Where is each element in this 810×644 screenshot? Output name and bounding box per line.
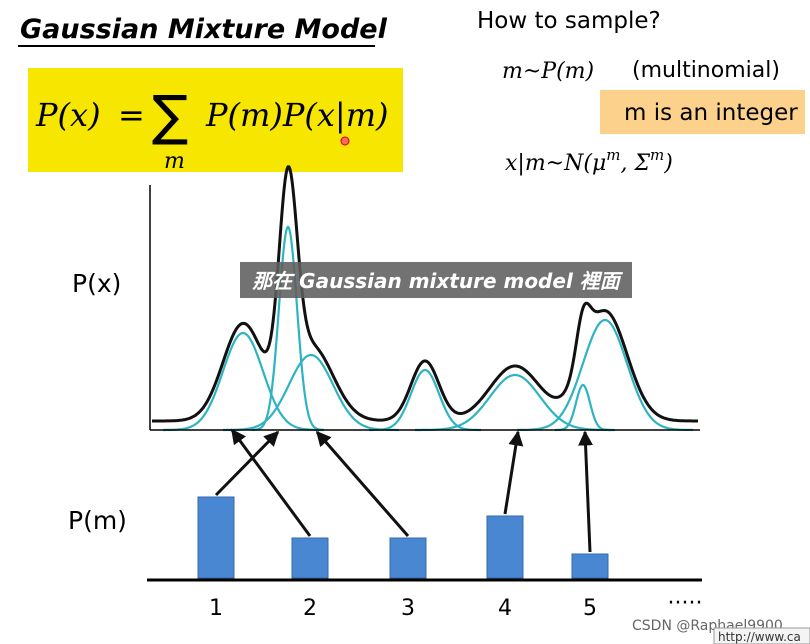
component-curve xyxy=(252,225,324,431)
arrow xyxy=(578,430,594,553)
step2-part: x|m~N(μ xyxy=(505,151,606,176)
formula-sum: ∑ xyxy=(152,84,188,147)
curves xyxy=(152,165,698,432)
arrow xyxy=(503,430,524,515)
component-curve xyxy=(415,373,615,432)
sampling-step2: x|m~N(μm, Σm) xyxy=(505,146,673,176)
note-box xyxy=(600,90,805,134)
bar xyxy=(197,496,235,579)
bar-label: 4 xyxy=(498,596,512,621)
arrow xyxy=(230,428,312,537)
sampling-step1: m~P(m) xyxy=(502,59,594,84)
bar xyxy=(571,553,609,579)
subtitle-box xyxy=(240,262,632,298)
bars: 1 2 3 4 5 xyxy=(197,428,609,621)
formula-sum-index: m xyxy=(164,149,185,174)
mixture-curve xyxy=(152,165,698,423)
step2-part: ) xyxy=(663,151,673,176)
bar xyxy=(486,515,524,579)
component-curve xyxy=(517,318,693,432)
formula-lhs: P(x) xyxy=(35,96,101,134)
bar-label: 3 xyxy=(401,596,415,621)
title: Gaussian Mixture Model xyxy=(20,14,388,45)
sampling-step1-note: (multinomial) xyxy=(632,58,780,83)
component-curve xyxy=(223,353,399,432)
url-box xyxy=(713,627,810,644)
arrow xyxy=(315,430,410,537)
px-label: P(x) xyxy=(72,269,121,298)
step2-part: , Σ xyxy=(620,151,650,176)
sampling-heading: How to sample? xyxy=(477,8,661,34)
bar-label: 2 xyxy=(303,596,317,621)
subtitle: 那在 Gaussian mixture model 裡面 xyxy=(252,269,624,293)
more: ····· xyxy=(668,591,703,616)
bar-label: 5 xyxy=(583,596,597,621)
bar-label: 1 xyxy=(209,596,223,621)
formula-box xyxy=(28,68,403,172)
bar xyxy=(389,537,427,579)
arrow xyxy=(214,430,280,497)
cursor xyxy=(340,136,350,146)
step2-sup: m xyxy=(606,146,620,164)
formula-equals: = xyxy=(118,96,145,134)
step2-sup: m xyxy=(650,146,664,164)
formula-rhs: P(m)P(x|m) xyxy=(205,96,389,134)
url: http://www.ca xyxy=(718,630,801,644)
pm-label: P(m) xyxy=(68,506,127,535)
sampling-note: m is an integer xyxy=(624,100,798,126)
component-curve xyxy=(369,368,481,432)
bar xyxy=(291,537,329,579)
component-curve xyxy=(555,383,611,432)
component-curve xyxy=(163,331,323,432)
